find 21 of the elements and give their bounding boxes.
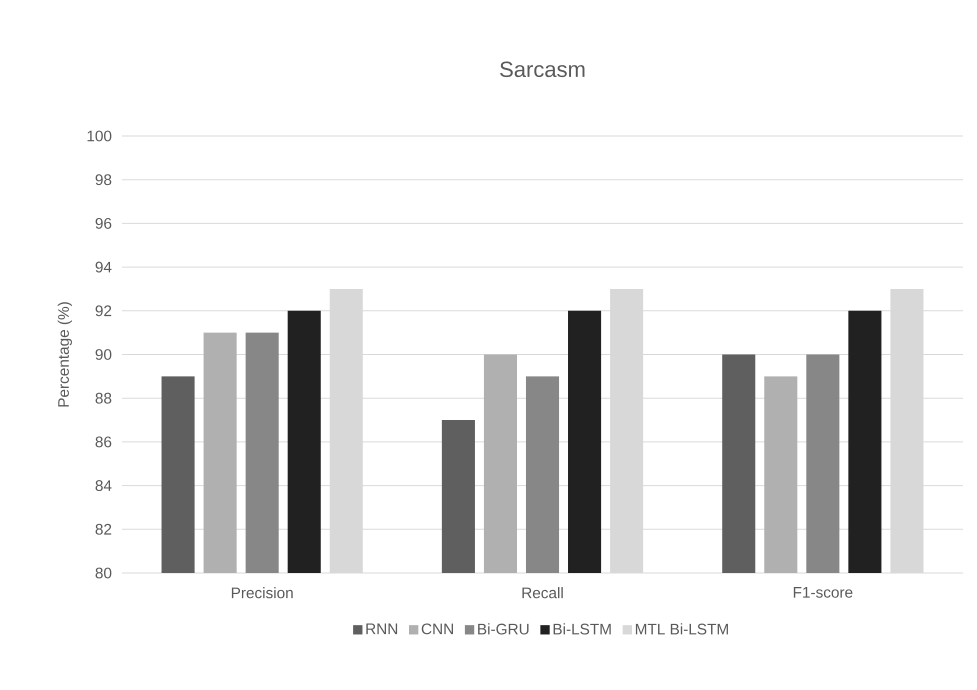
y-tick-label: 92 bbox=[96, 305, 112, 316]
x-tick-label: F1-score bbox=[794, 587, 852, 598]
legend-label: Bi-GRU bbox=[478, 623, 529, 635]
x-tick-label: Recall bbox=[522, 587, 563, 598]
y-tick-label: 88 bbox=[96, 392, 112, 404]
legend-label: Bi-LSTM bbox=[554, 623, 611, 635]
legend-label: CNN bbox=[422, 623, 453, 634]
y-tick-label: 82 bbox=[96, 524, 112, 535]
y-tick-label: 86 bbox=[96, 436, 112, 448]
y-tick-label: 96 bbox=[96, 218, 112, 229]
chart-title: Sarcasm bbox=[500, 62, 584, 78]
y-tick-label: 98 bbox=[96, 174, 112, 186]
legend-label: MTL Bi-LSTM bbox=[636, 623, 728, 635]
x-tick-label: Precision bbox=[232, 587, 293, 598]
y-tick-label: 84 bbox=[96, 480, 112, 492]
y-tick-label: 80 bbox=[96, 568, 112, 578]
y-axis-title: Percentage (%) bbox=[58, 302, 72, 407]
legend-label: RNN bbox=[366, 624, 398, 634]
y-tick-label: 100 bbox=[88, 130, 112, 142]
y-tick-label: 94 bbox=[96, 262, 112, 273]
y-tick-label: 90 bbox=[96, 349, 112, 360]
